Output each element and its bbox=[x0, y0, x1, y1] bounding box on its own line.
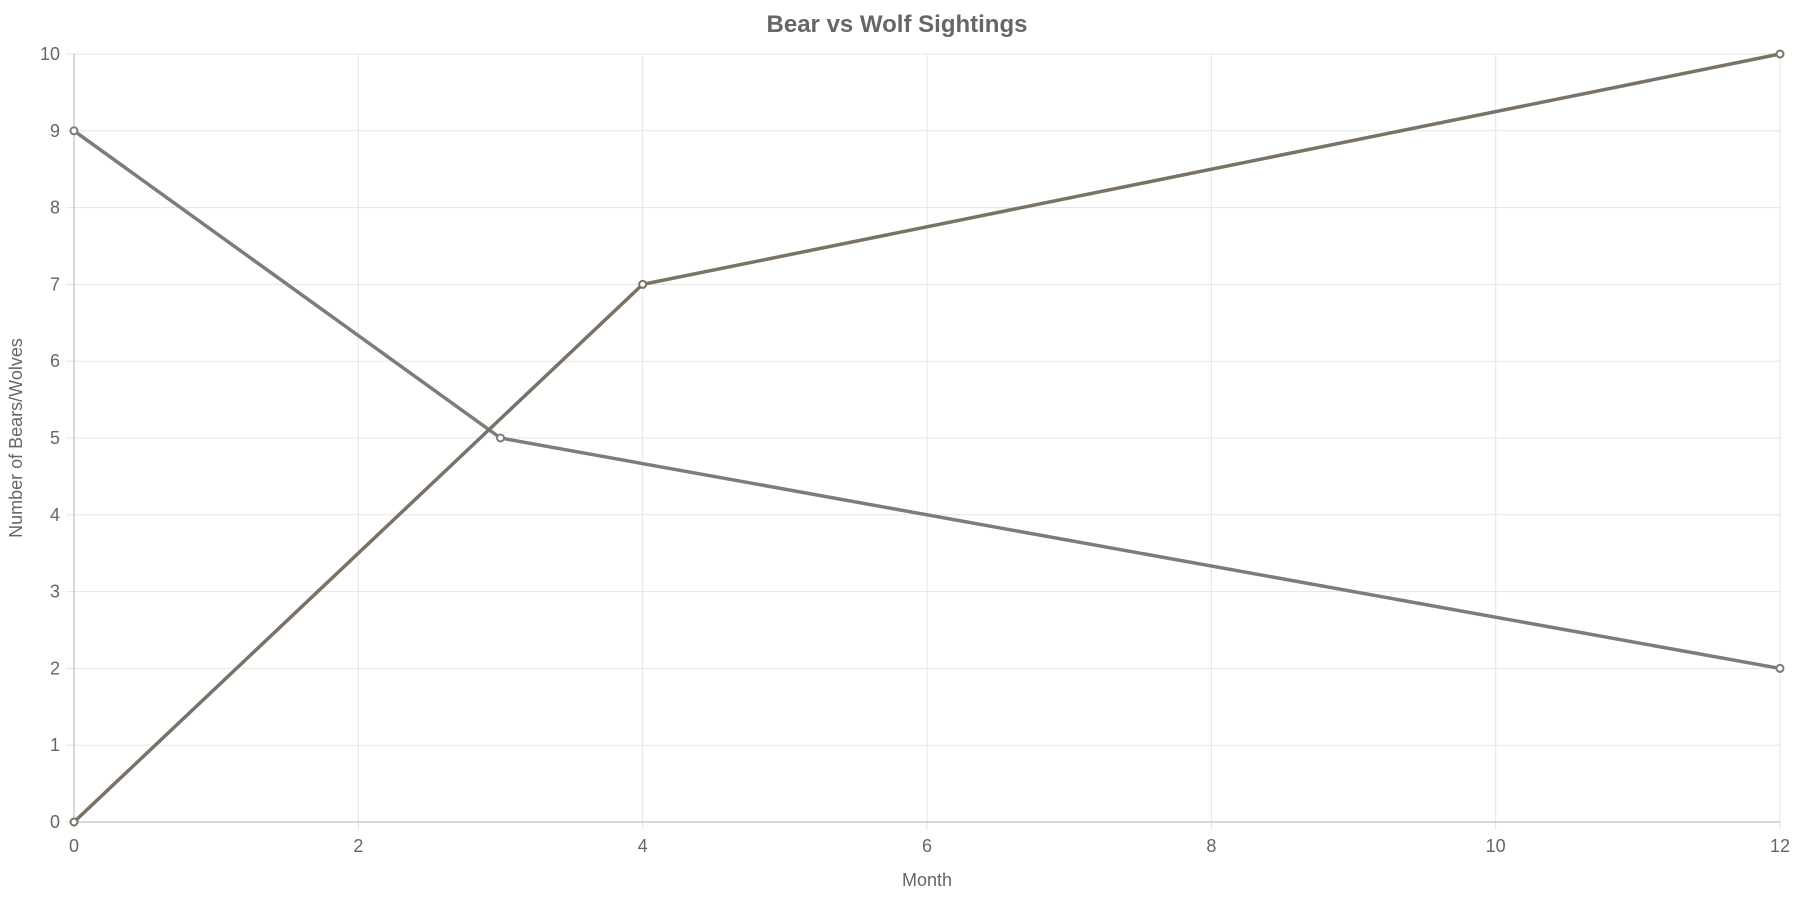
y-tick-label-1: 1 bbox=[50, 735, 60, 755]
y-tick-label-2: 2 bbox=[50, 658, 60, 678]
x-axis-label: Month bbox=[902, 870, 952, 890]
x-tick-label-3: 6 bbox=[922, 836, 932, 856]
y-tick-label-6: 6 bbox=[50, 351, 60, 371]
x-tick-label-1: 2 bbox=[353, 836, 363, 856]
y-tick-label-5: 5 bbox=[50, 428, 60, 448]
y-tick-label-10: 10 bbox=[40, 44, 60, 64]
x-tick-label-2: 4 bbox=[638, 836, 648, 856]
points-layer bbox=[69, 49, 1785, 827]
x-tick-label-0: 0 bbox=[69, 836, 79, 856]
series-0-point-2 bbox=[1775, 663, 1785, 673]
chart-title: Bear vs Wolf Sightings bbox=[767, 11, 1028, 38]
x-tick-label-5: 10 bbox=[1486, 836, 1506, 856]
series-1-point-0 bbox=[69, 817, 79, 827]
y-tick-label-3: 3 bbox=[50, 582, 60, 602]
series-0-point-0 bbox=[69, 126, 79, 136]
y-tick-label-0: 0 bbox=[50, 812, 60, 832]
axes-layer bbox=[73, 54, 1780, 823]
series-0-point-1 bbox=[496, 433, 505, 443]
x-tick-label-4: 8 bbox=[1206, 836, 1216, 856]
series-1-point-1 bbox=[638, 279, 648, 289]
series-1-point-2 bbox=[1775, 49, 1785, 59]
y-tick-label-9: 9 bbox=[50, 121, 60, 141]
y-tick-label-7: 7 bbox=[50, 274, 60, 294]
y-tick-label-4: 4 bbox=[50, 505, 60, 525]
y-axis-label: Number of Bears/Wolves bbox=[6, 338, 26, 538]
y-tick-label-8: 8 bbox=[50, 198, 60, 218]
grid-layer bbox=[66, 53, 1781, 830]
x-tick-label-6: 12 bbox=[1770, 836, 1790, 856]
